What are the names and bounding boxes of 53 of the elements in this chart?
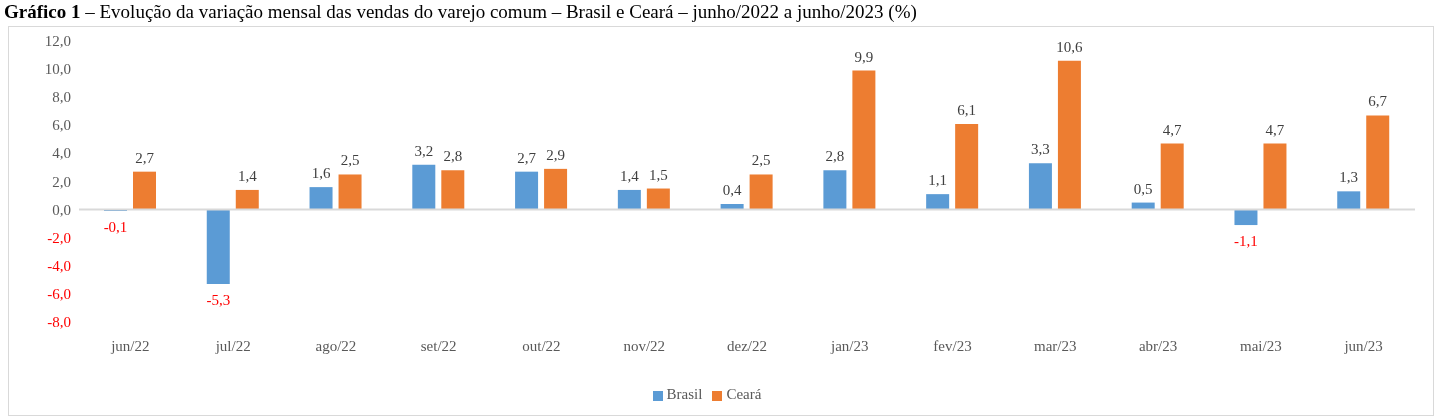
data-label: 1,1 (928, 172, 948, 189)
y-tick-label: -8,0 (47, 314, 71, 330)
data-label: 10,6 (1056, 38, 1084, 55)
data-label: 1,4 (237, 167, 258, 184)
x-tick-label: abr/23 (1138, 337, 1178, 354)
y-tick-label: 10,0 (44, 61, 71, 78)
x-tick-label: jul/22 (214, 337, 251, 354)
data-label: 3,2 (414, 142, 434, 159)
data-label: 1,6 (311, 165, 331, 182)
y-tick-label: 0,0 (52, 201, 71, 218)
data-label: 0,5 (1133, 180, 1153, 197)
data-label: 2,5 (340, 152, 360, 169)
x-tick-label: fev/23 (933, 337, 972, 354)
y-tick-label: -6,0 (47, 285, 71, 302)
x-tick-label: mar/23 (1034, 337, 1077, 354)
legend-label: Ceará (726, 386, 762, 402)
data-label: 2,5 (751, 152, 771, 169)
data-label: 0,4 (722, 181, 742, 198)
y-tick-label: 2,0 (52, 173, 71, 190)
y-tick-label: 12,0 (44, 33, 71, 49)
x-tick-label: set/22 (420, 337, 457, 354)
data-label: 3,3 (1031, 141, 1050, 158)
data-label: 2,7 (517, 149, 537, 166)
data-label: 6,1 (957, 101, 977, 118)
x-tick-label: ago/22 (315, 337, 357, 354)
x-tick-label: mai/23 (1240, 337, 1282, 354)
x-tick-label: dez/22 (727, 337, 767, 354)
data-label: 2,8 (443, 148, 463, 165)
data-label: 1,4 (619, 167, 640, 184)
data-label: 2,7 (135, 149, 155, 166)
x-tick-label: jan/23 (830, 337, 869, 354)
legend-label: Brasil (666, 386, 703, 402)
x-tick-label: out/22 (522, 337, 561, 354)
x-tick-label: nov/22 (623, 337, 666, 354)
chart-title: Gráfico 1 – Evolução da variação mensal das vendas do varejo comum – Brasil e Ceará – junho/2022 a junho/2023 (%) (4, 1, 917, 22)
data-label: 4,7 (1265, 121, 1285, 138)
y-tick-label: -2,0 (47, 229, 71, 246)
data-label: 6,7 (1368, 93, 1388, 110)
y-tick-label: 4,0 (52, 145, 71, 162)
data-label: 4,7 (1162, 121, 1183, 138)
data-label: -1,1 (1234, 233, 1258, 250)
data-label: 2,8 (825, 148, 845, 165)
x-tick-label: jun/22 (110, 337, 150, 354)
data-label: 2,9 (546, 146, 565, 163)
y-tick-label: -4,0 (47, 257, 71, 274)
data-label: -0,1 (103, 219, 128, 236)
y-tick-label: 8,0 (52, 89, 71, 106)
x-tick-label: jun/23 (1343, 337, 1383, 354)
data-label: 9,9 (854, 48, 874, 65)
y-tick-label: 6,0 (52, 117, 71, 134)
data-label: 1,3 (1339, 169, 1359, 186)
data-label: -5,3 (206, 292, 231, 309)
data-label: 1,5 (648, 166, 668, 183)
